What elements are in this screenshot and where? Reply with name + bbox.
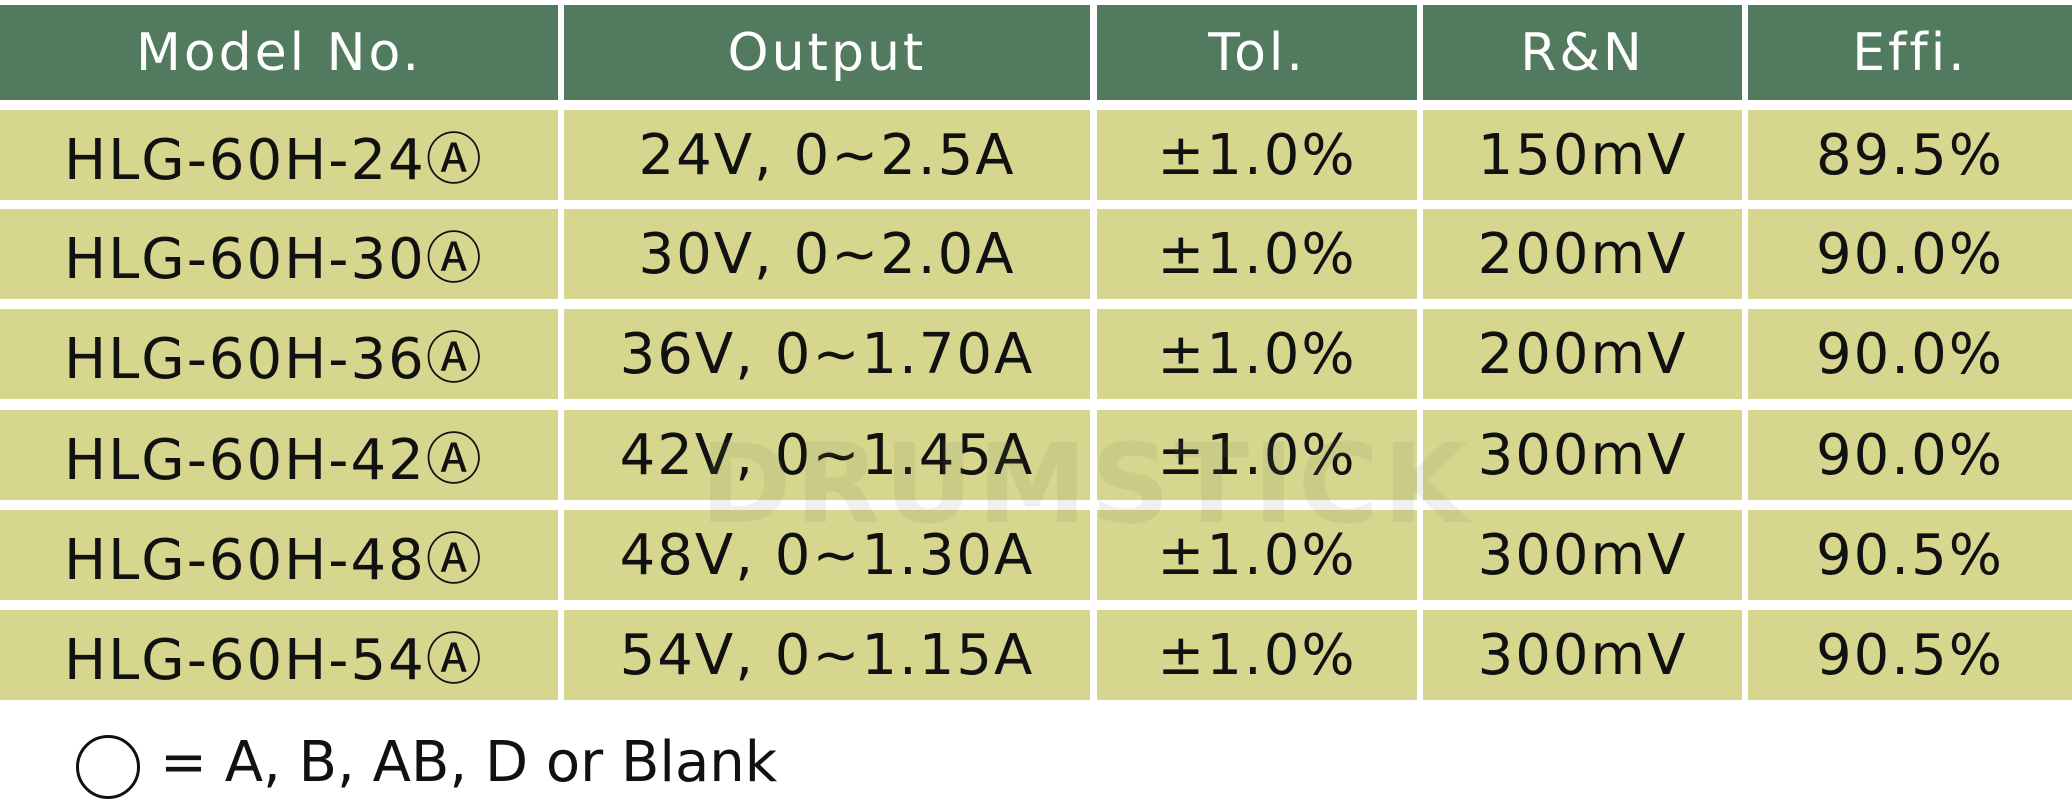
table-cell: 300mV	[1423, 410, 1742, 500]
table-cell: HLG-60H-36Ⓐ	[0, 309, 558, 399]
table-cell: ±1.0%	[1097, 510, 1417, 600]
table-cell: 42V, 0~1.45A	[564, 410, 1090, 500]
table-cell: 30V, 0~2.0A	[564, 209, 1090, 299]
table-cell: 200mV	[1423, 309, 1742, 399]
table-cell: 300mV	[1423, 510, 1742, 600]
header-cell: Output	[564, 5, 1090, 100]
table-cell: 90.0%	[1748, 410, 2072, 500]
table-cell: 89.5%	[1748, 110, 2072, 200]
circle-symbol	[76, 735, 140, 799]
table-cell: HLG-60H-30Ⓐ	[0, 209, 558, 299]
table-cell: 90.5%	[1748, 610, 2072, 700]
watermark: DRUMSTICK	[700, 420, 1472, 548]
header-cell: Tol.	[1097, 5, 1417, 100]
table-cell: ±1.0%	[1097, 209, 1417, 299]
table-cell: ±1.0%	[1097, 610, 1417, 700]
table-cell: ±1.0%	[1097, 309, 1417, 399]
table-cell: 90.0%	[1748, 309, 2072, 399]
table-cell: 24V, 0~2.5A	[564, 110, 1090, 200]
table-cell: 48V, 0~1.30A	[564, 510, 1090, 600]
table-cell: HLG-60H-24Ⓐ	[0, 110, 558, 200]
header-cell: R&N	[1423, 5, 1742, 100]
table-cell: 150mV	[1423, 110, 1742, 200]
table-cell: HLG-60H-48Ⓐ	[0, 510, 558, 600]
footnote: = A, B, AB, D or Blank	[160, 730, 778, 795]
header-cell: Effi.	[1748, 5, 2072, 100]
table-cell: 200mV	[1423, 209, 1742, 299]
table-cell: 54V, 0~1.15A	[564, 610, 1090, 700]
table-cell: HLG-60H-54Ⓐ	[0, 610, 558, 700]
table-cell: ±1.0%	[1097, 110, 1417, 200]
table-cell: HLG-60H-42Ⓐ	[0, 410, 558, 500]
table-cell: ±1.0%	[1097, 410, 1417, 500]
table-cell: 90.5%	[1748, 510, 2072, 600]
table-cell: 300mV	[1423, 610, 1742, 700]
table-cell: 90.0%	[1748, 209, 2072, 299]
table-cell: 36V, 0~1.70A	[564, 309, 1090, 399]
header-cell: Model No.	[0, 5, 558, 100]
